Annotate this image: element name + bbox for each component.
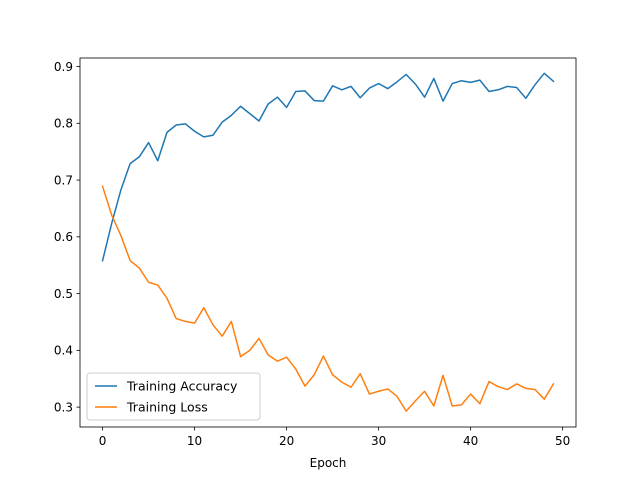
y-tick-label: 0.9 <box>54 60 73 74</box>
legend-entry: Training Accuracy <box>126 379 238 394</box>
legend: Training Accuracy Training Loss <box>86 372 261 421</box>
y-tick-label: 0.6 <box>54 230 73 244</box>
series-line-training-accuracy <box>101 72 555 262</box>
y-tick-label: 0.3 <box>54 400 73 414</box>
y-tick-label: 0.7 <box>54 173 73 187</box>
y-axis: 0.3 0.4 0.5 0.6 0.7 0.8 0.9 <box>54 60 80 414</box>
series-line-training-loss <box>101 185 555 412</box>
y-tick-label: 0.5 <box>54 287 73 301</box>
x-tick-label: 20 <box>279 434 294 448</box>
x-tick-label: 50 <box>555 434 570 448</box>
y-tick-label: 0.8 <box>54 117 73 131</box>
x-axis-label: Epoch <box>310 456 347 470</box>
x-tick-label: 10 <box>187 434 202 448</box>
x-tick-label: 30 <box>371 434 386 448</box>
legend-box <box>86 372 261 421</box>
plot-frame <box>79 57 577 428</box>
x-axis: 0 10 20 30 40 50 <box>99 427 570 448</box>
legend-entry: Training Loss <box>126 400 208 415</box>
y-tick-label: 0.4 <box>54 344 73 358</box>
plot-area <box>79 57 577 428</box>
x-tick-label: 0 <box>99 434 107 448</box>
x-tick-label: 40 <box>463 434 478 448</box>
